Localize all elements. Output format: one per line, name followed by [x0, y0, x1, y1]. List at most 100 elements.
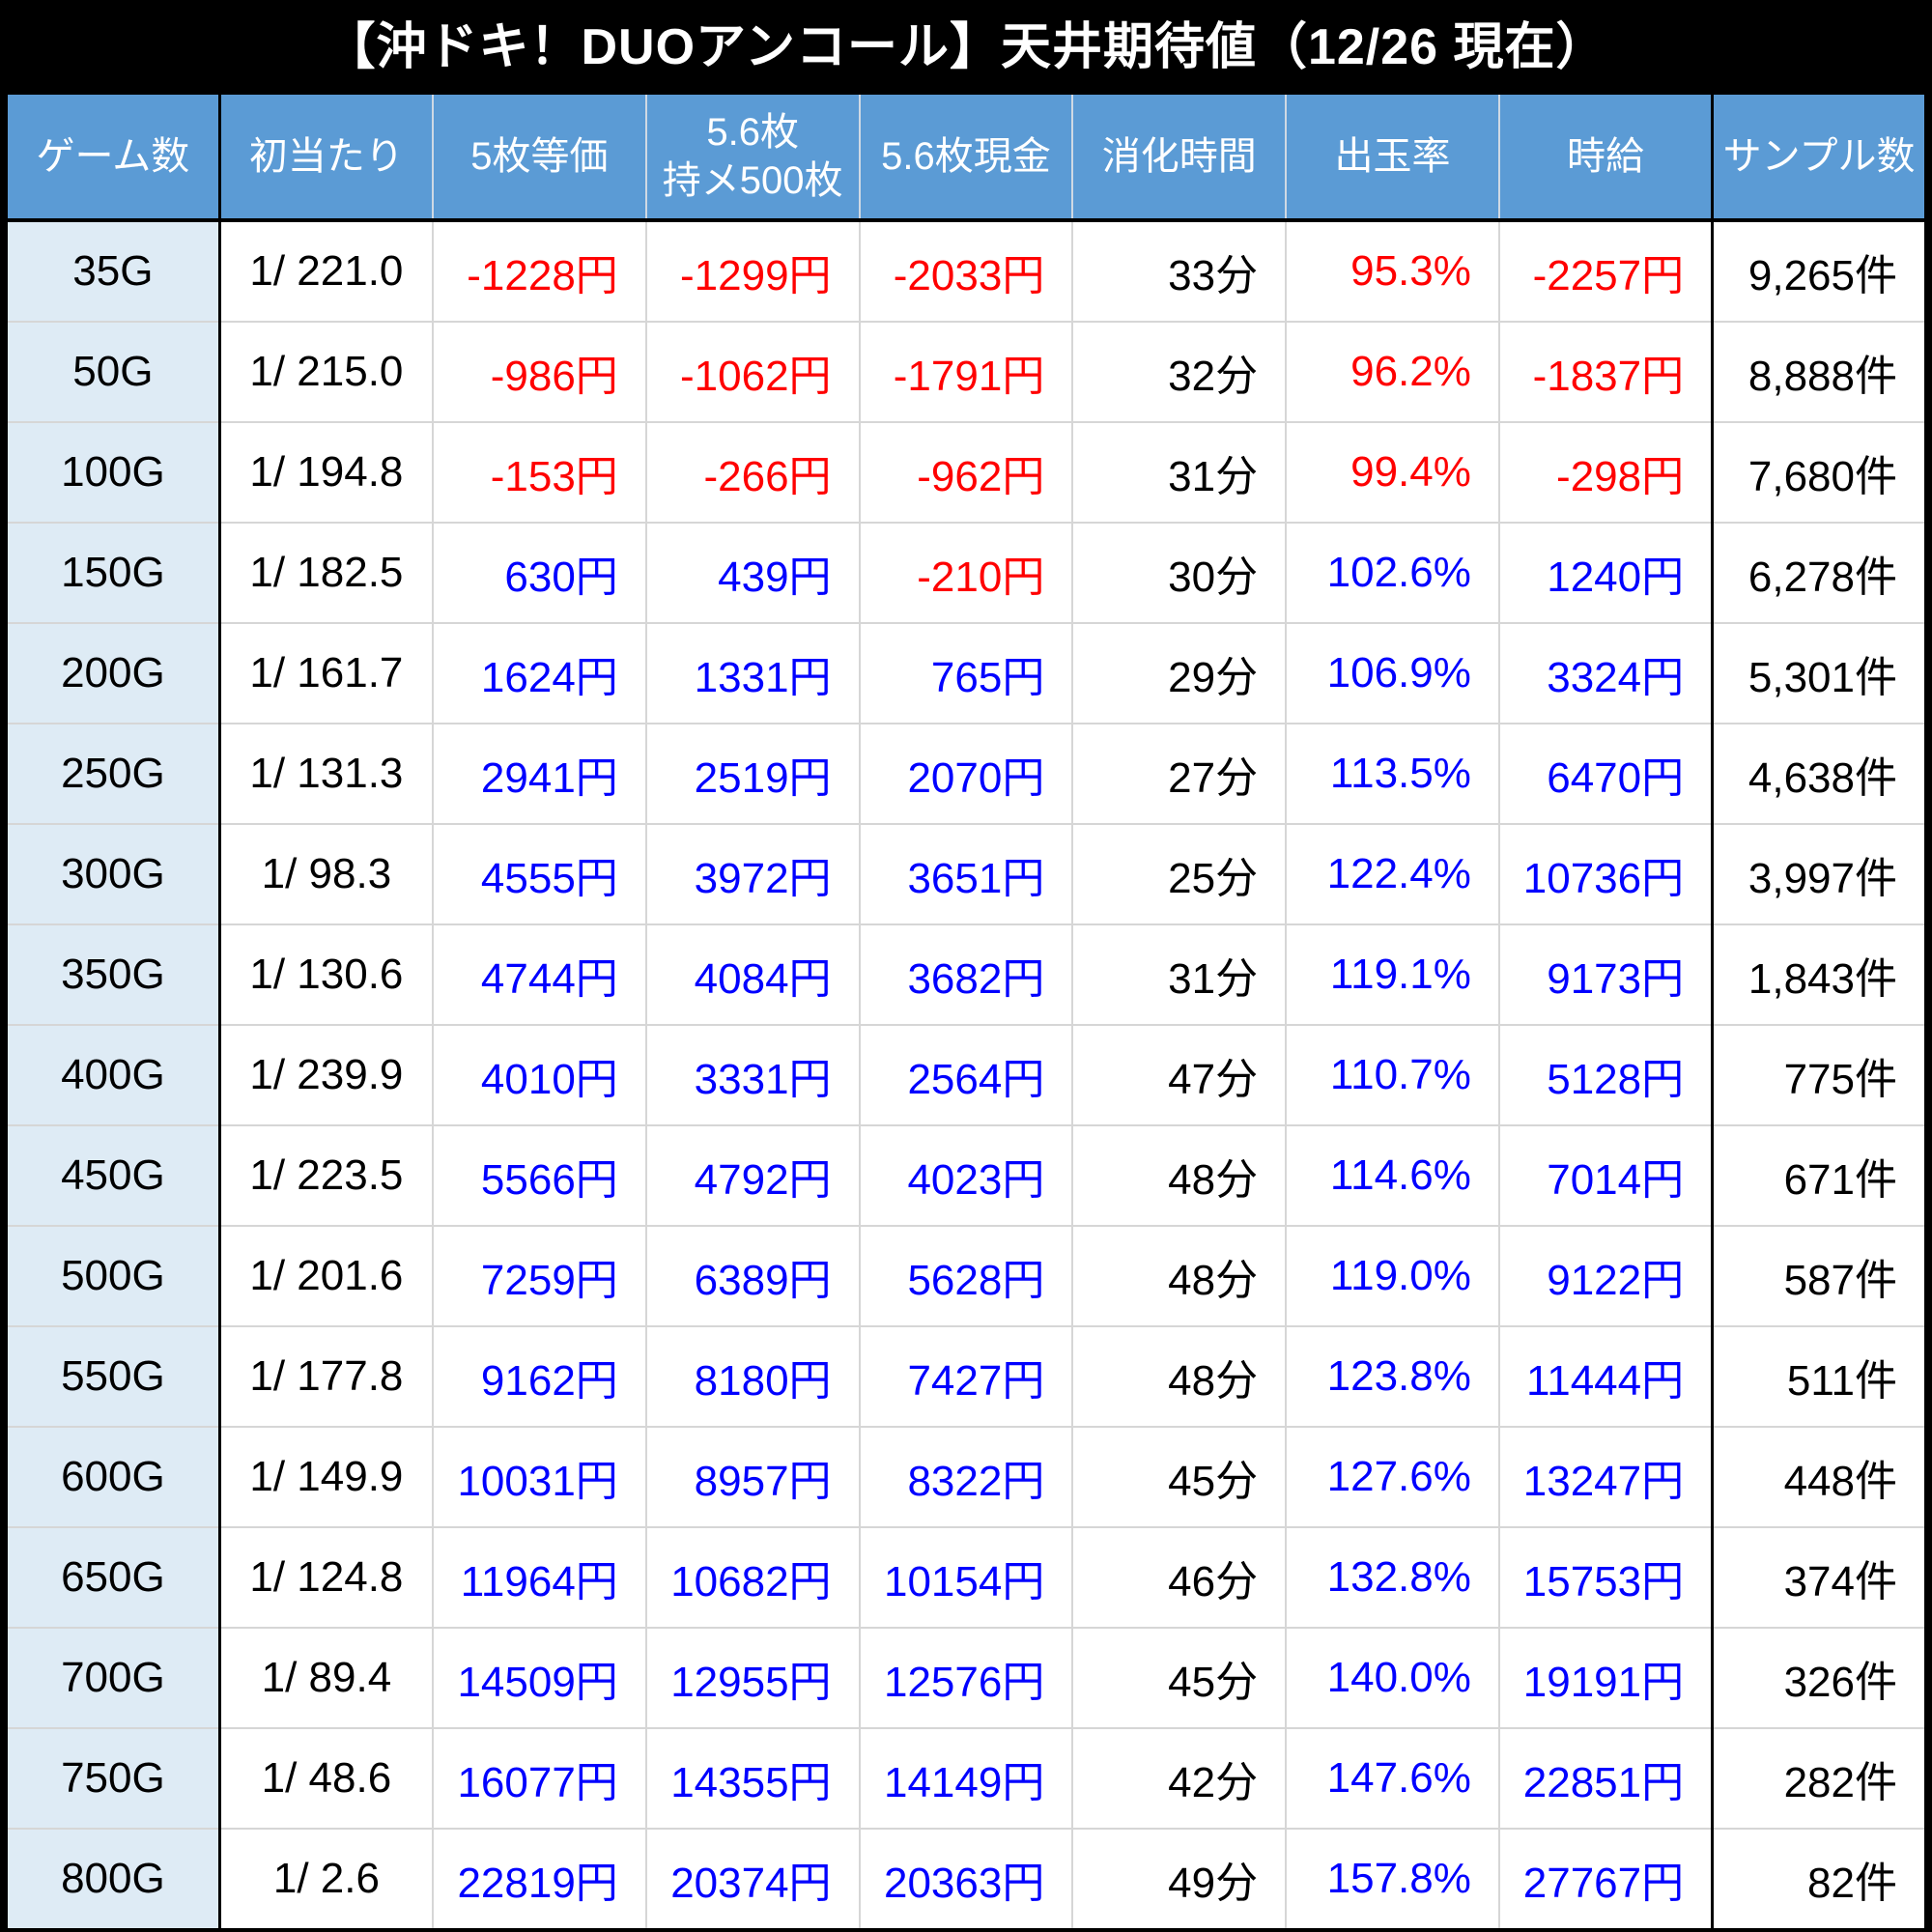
cell-col-3: 8957円 [644, 1426, 861, 1528]
cell-col-8: 6,278件 [1711, 522, 1927, 624]
cell-col-5: 31分 [1071, 923, 1288, 1026]
cell-col-6: 99.4% [1285, 421, 1500, 524]
cell-col-4: 4023円 [858, 1124, 1074, 1227]
cell-col-3: -266円 [644, 421, 861, 524]
cell-col-5: 46分 [1071, 1526, 1288, 1629]
cell-col-6: 127.6% [1285, 1426, 1500, 1528]
column-header-8: サンプル数 [1711, 93, 1927, 222]
cell-col-2: -1228円 [432, 219, 647, 323]
cell-col-4: 7427円 [858, 1325, 1074, 1428]
cell-col-7: 15753円 [1497, 1526, 1714, 1629]
cell-col-3: 4792円 [644, 1124, 861, 1227]
table-row: 500G 1/ 201.6 7259円 6389円 5628円 48分 119.0% 9122… [5, 1225, 1927, 1327]
cell-col-0: 150G [5, 522, 221, 624]
cell-col-1: 1/ 48.6 [218, 1727, 435, 1830]
cell-col-7: 11444円 [1497, 1325, 1714, 1428]
cell-col-3: 2519円 [644, 723, 861, 825]
cell-col-6: 102.6% [1285, 522, 1500, 624]
cell-col-6: 114.6% [1285, 1124, 1500, 1227]
cell-col-0: 800G [5, 1828, 221, 1931]
cell-col-1: 1/ 223.5 [218, 1124, 435, 1227]
table-row: 350G 1/ 130.6 4744円 4084円 3682円 31分 119.1% 9173… [5, 923, 1927, 1026]
table-row: 50G 1/ 215.0 -986円 -1062円 -1791円 32分 96.2% -183… [5, 321, 1927, 423]
cell-col-7: 13247円 [1497, 1426, 1714, 1528]
cell-col-0: 250G [5, 723, 221, 825]
cell-col-4: 5628円 [858, 1225, 1074, 1327]
cell-col-7: 7014円 [1497, 1124, 1714, 1227]
cell-col-6: 95.3% [1285, 219, 1500, 323]
cell-col-2: 1624円 [432, 622, 647, 724]
cell-col-1: 1/ 131.3 [218, 723, 435, 825]
cell-col-8: 326件 [1711, 1627, 1927, 1729]
cell-col-2: 7259円 [432, 1225, 647, 1327]
cell-col-7: 19191円 [1497, 1627, 1714, 1729]
cell-col-0: 400G [5, 1024, 221, 1126]
cell-col-3: -1062円 [644, 321, 861, 423]
table-row: 650G 1/ 124.8 11964円 10682円 10154円 46分 132.8% 1… [5, 1526, 1927, 1629]
cell-col-4: 2564円 [858, 1024, 1074, 1126]
cell-col-3: 3331円 [644, 1024, 861, 1126]
cell-col-7: 3324円 [1497, 622, 1714, 724]
table-row: 550G 1/ 177.8 9162円 8180円 7427円 48分 123.8% 1144… [5, 1325, 1927, 1428]
cell-col-7: 9122円 [1497, 1225, 1714, 1327]
cell-col-7: 27767円 [1497, 1828, 1714, 1931]
cell-col-5: 48分 [1071, 1225, 1288, 1327]
cell-col-7: -1837円 [1497, 321, 1714, 423]
cell-col-3: 20374円 [644, 1828, 861, 1931]
cell-col-8: 8,888件 [1711, 321, 1927, 423]
cell-col-1: 1/ 149.9 [218, 1426, 435, 1528]
cell-col-2: 4555円 [432, 823, 647, 925]
column-header-7: 時給 [1497, 93, 1714, 222]
cell-col-7: 1240円 [1497, 522, 1714, 624]
cell-col-7: 5128円 [1497, 1024, 1714, 1126]
cell-col-8: 3,997件 [1711, 823, 1927, 925]
cell-col-6: 132.8% [1285, 1526, 1500, 1629]
cell-col-1: 1/ 177.8 [218, 1325, 435, 1428]
cell-col-6: 110.7% [1285, 1024, 1500, 1126]
column-header-1: 初当たり [218, 93, 435, 222]
cell-col-5: 25分 [1071, 823, 1288, 925]
column-header-3: 5.6枚 持メ500枚 [644, 93, 861, 222]
header-row: ゲーム数 初当たり 5枚等価 5.6枚 持メ500枚 5.6枚現金 消化時間 出玉率 時給 サンプ… [5, 93, 1927, 222]
cell-col-5: 48分 [1071, 1124, 1288, 1227]
cell-col-0: 35G [5, 219, 221, 323]
cell-col-8: 282件 [1711, 1727, 1927, 1830]
cell-col-5: 30分 [1071, 522, 1288, 624]
cell-col-1: 1/ 215.0 [218, 321, 435, 423]
cell-col-4: 10154円 [858, 1526, 1074, 1629]
cell-col-4: 3651円 [858, 823, 1074, 925]
cell-col-8: 9,265件 [1711, 219, 1927, 323]
cell-col-3: 4084円 [644, 923, 861, 1026]
cell-col-1: 1/ 194.8 [218, 421, 435, 524]
cell-col-4: -962円 [858, 421, 1074, 524]
cell-col-6: 123.8% [1285, 1325, 1500, 1428]
cell-col-6: 96.2% [1285, 321, 1500, 423]
cell-col-2: 4744円 [432, 923, 647, 1026]
cell-col-2: 5566円 [432, 1124, 647, 1227]
cell-col-8: 5,301件 [1711, 622, 1927, 724]
cell-col-3: 3972円 [644, 823, 861, 925]
cell-col-1: 1/ 221.0 [218, 219, 435, 323]
table-header: ゲーム数 初当たり 5枚等価 5.6枚 持メ500枚 5.6枚現金 消化時間 出玉率 時給 サンプ… [5, 93, 1927, 222]
cell-col-0: 500G [5, 1225, 221, 1327]
cell-col-5: 47分 [1071, 1024, 1288, 1126]
table-row: 400G 1/ 239.9 4010円 3331円 2564円 47分 110.7% 5128… [5, 1024, 1927, 1126]
cell-col-6: 140.0% [1285, 1627, 1500, 1729]
table-row: 750G 1/ 48.6 16077円 14355円 14149円 42分 147.6% 22… [5, 1727, 1927, 1830]
cell-col-1: 1/ 130.6 [218, 923, 435, 1026]
cell-col-2: 22819円 [432, 1828, 647, 1931]
cell-col-8: 671件 [1711, 1124, 1927, 1227]
cell-col-4: -2033円 [858, 219, 1074, 323]
cell-col-2: 9162円 [432, 1325, 647, 1428]
table-row: 100G 1/ 194.8 -153円 -266円 -962円 31分 99.4% -298円… [5, 421, 1927, 524]
cell-col-5: 49分 [1071, 1828, 1288, 1931]
cell-col-6: 147.6% [1285, 1727, 1500, 1830]
cell-col-6: 113.5% [1285, 723, 1500, 825]
cell-col-0: 300G [5, 823, 221, 925]
cell-col-0: 100G [5, 421, 221, 524]
cell-col-4: 20363円 [858, 1828, 1074, 1931]
cell-col-4: 12576円 [858, 1627, 1074, 1729]
cell-col-8: 1,843件 [1711, 923, 1927, 1026]
cell-col-7: 22851円 [1497, 1727, 1714, 1830]
